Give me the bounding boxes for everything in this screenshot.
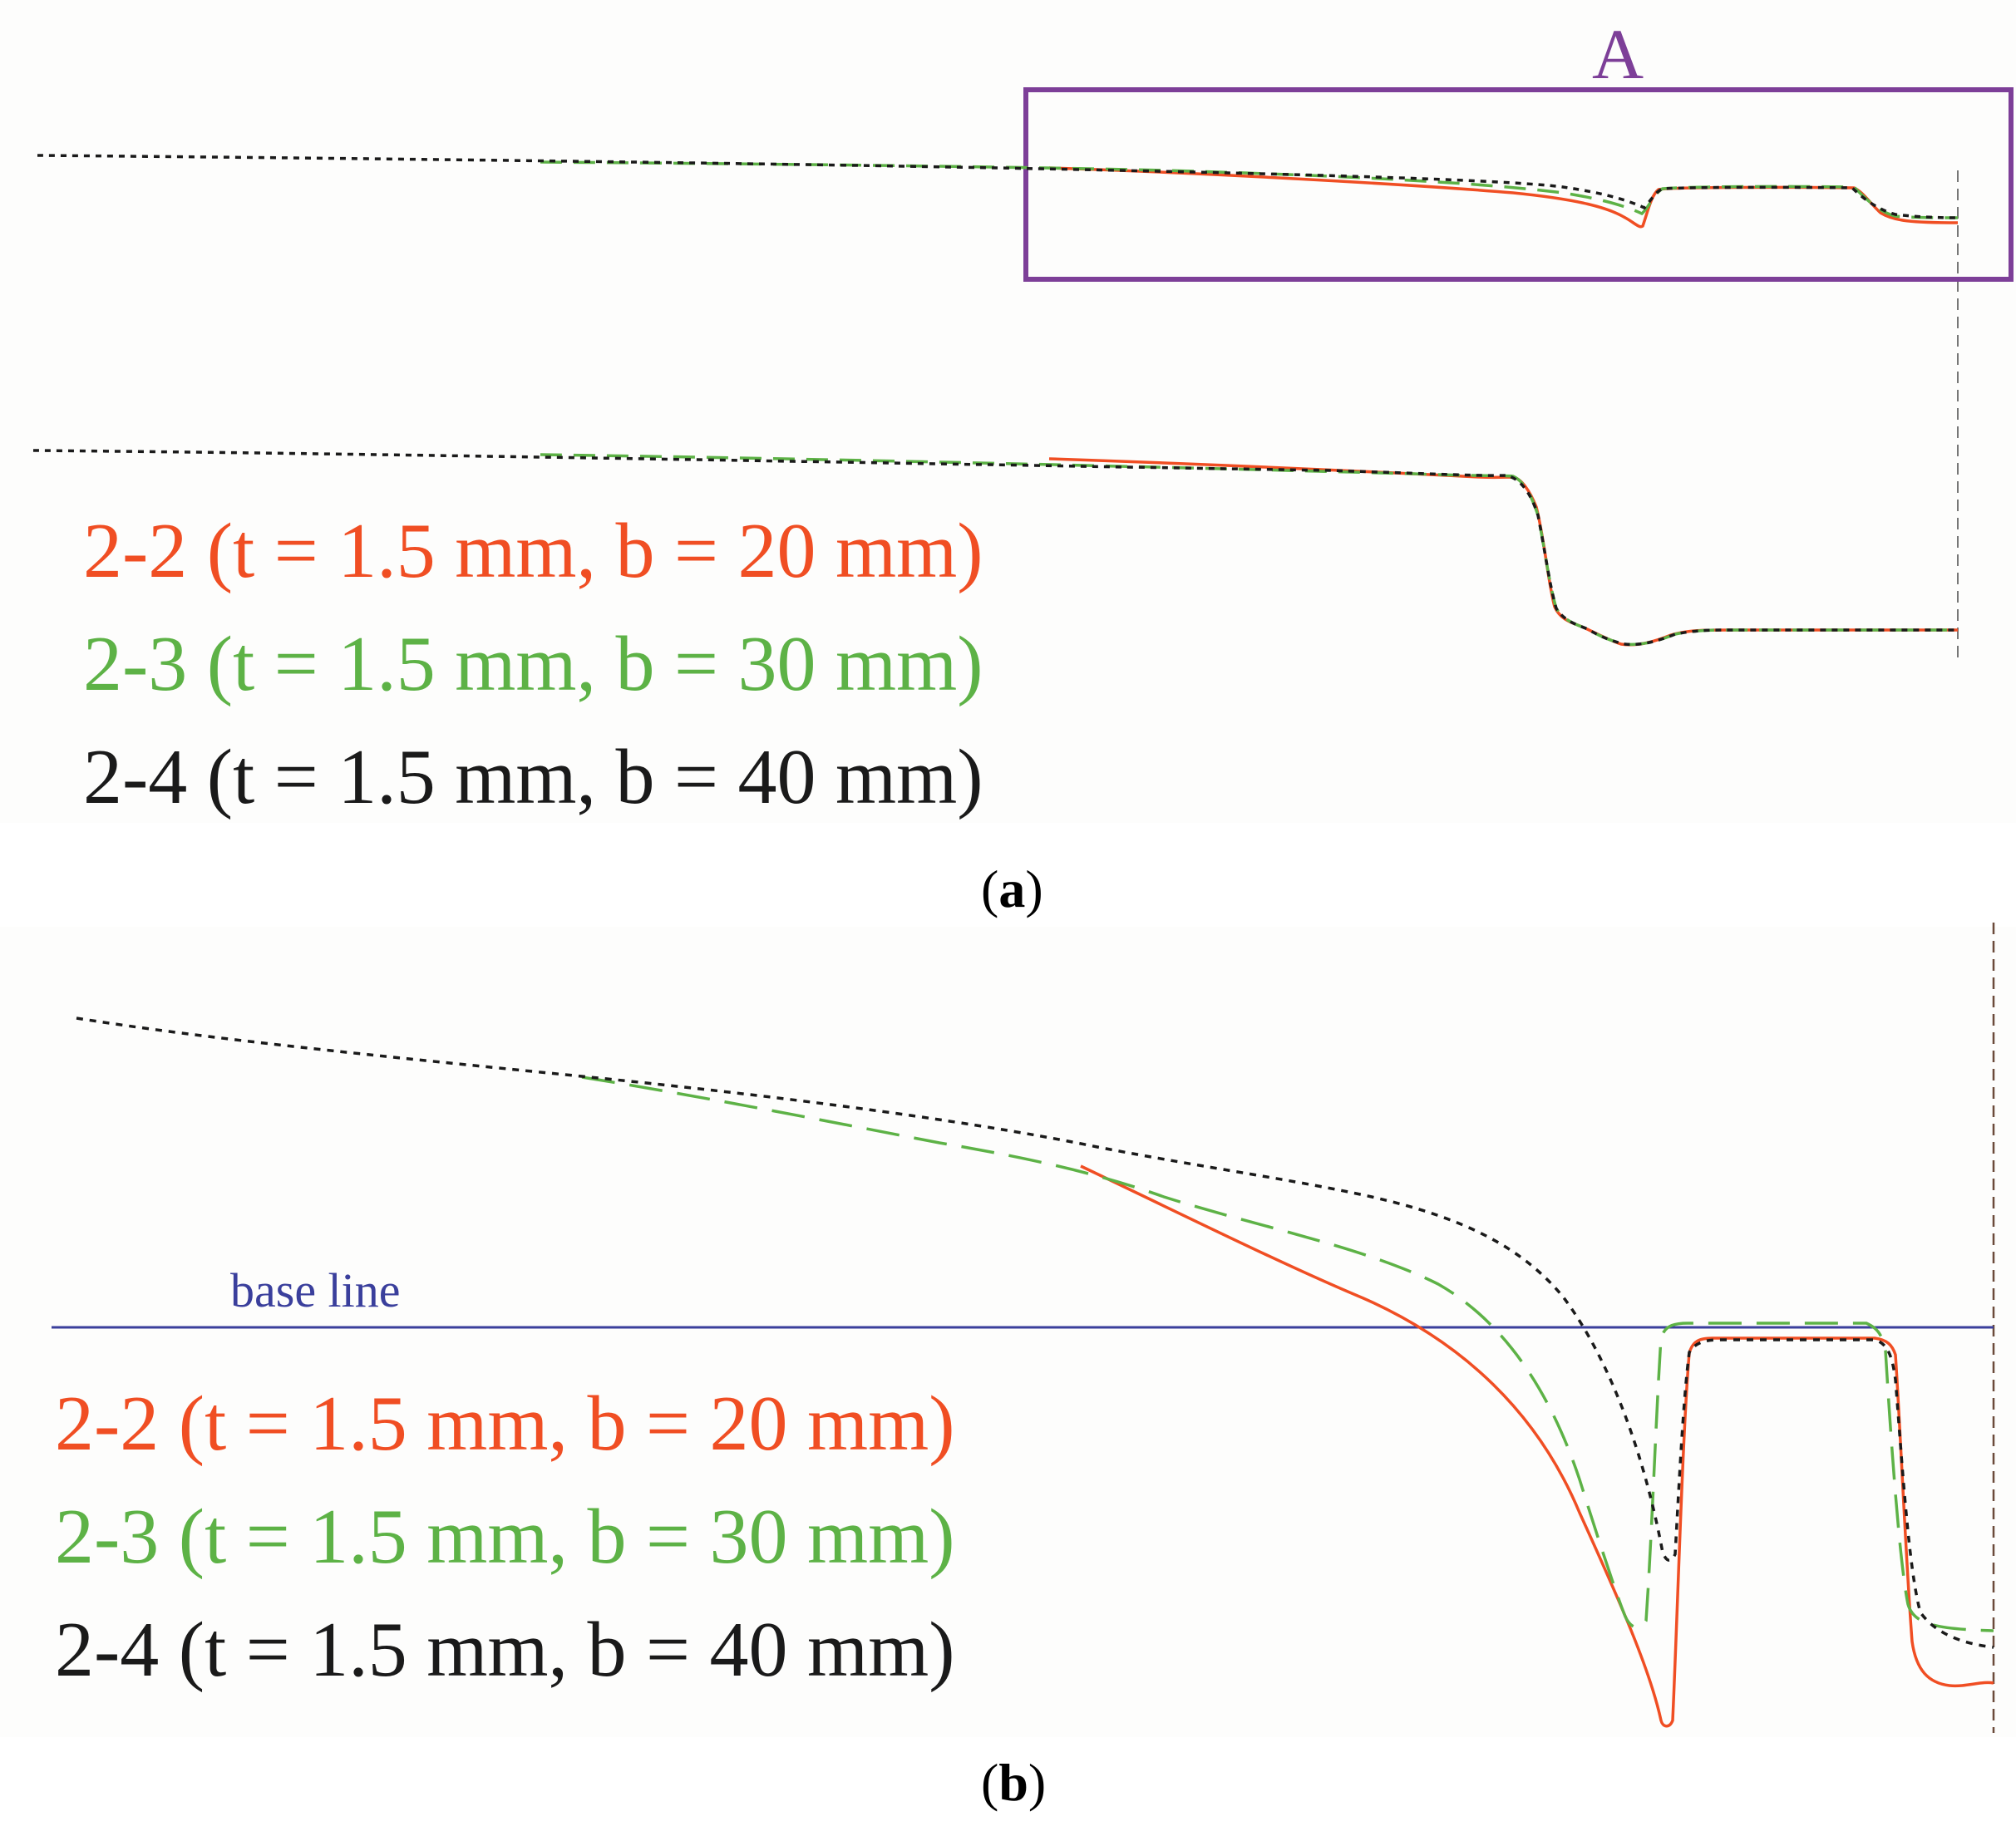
panel-a: A 2-2 (t = 1.5 mm, b = 20 mm) 2-3 (t = 1… [0, 0, 2016, 823]
legend-item-2-4: 2-4 (t = 1.5 mm, b = 40 mm) [83, 734, 983, 820]
profile-upper-2-4 [37, 154, 1959, 219]
legend-item-2-3: 2-3 (t = 1.5 mm, b = 30 mm) [55, 1494, 955, 1580]
legend-item-2-4: 2-4 (t = 1.5 mm, b = 40 mm) [55, 1607, 955, 1693]
legend-b: 2-2 (t = 1.5 mm, b = 20 mm) 2-3 (t = 1.5… [55, 1367, 955, 1706]
legend-item-2-3: 2-3 (t = 1.5 mm, b = 30 mm) [83, 621, 983, 707]
profile-upper-2-2 [1048, 166, 1959, 229]
profile-lower-2-4 [32, 449, 1958, 647]
panel-b-caption-label: b [998, 1753, 1028, 1812]
panel-b-caption: (b) [981, 1753, 1047, 1812]
legend-item-2-2: 2-2 (t = 1.5 mm, b = 20 mm) [55, 1381, 955, 1467]
legend-item-2-2: 2-2 (t = 1.5 mm, b = 20 mm) [83, 508, 983, 594]
base-line-label: base line [230, 1263, 401, 1317]
zoom-region-box [1023, 87, 2014, 282]
legend-a: 2-2 (t = 1.5 mm, b = 20 mm) 2-3 (t = 1.5… [83, 495, 983, 834]
profile-upper-2-3 [540, 160, 1959, 219]
panel-a-caption-label: a [998, 859, 1026, 918]
panel-a-profiles [32, 87, 2014, 661]
profile-lower-2-2 [1048, 457, 1958, 647]
panel-a-caption: (a) [981, 859, 1043, 918]
zoom-region-label: A [1592, 14, 1644, 94]
